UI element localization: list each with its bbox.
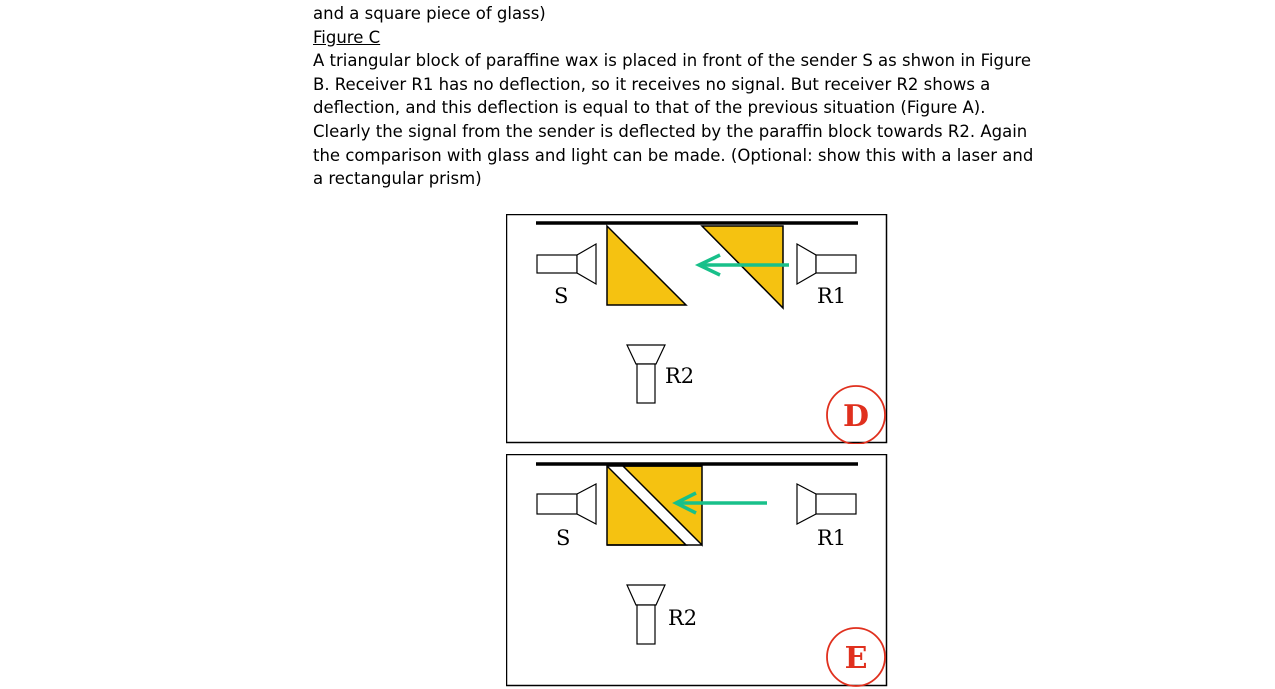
- receiver-r1-label: R1: [817, 284, 846, 308]
- paragraph-line-4: Clearly the signal from the sender is de…: [313, 121, 1028, 141]
- receiver-r2-label: R2: [668, 606, 697, 630]
- paraffin-prism-2: [700, 225, 784, 310]
- receiver-r1-label: R1: [817, 526, 846, 550]
- intro-tail-line: and a square piece of glass): [313, 4, 546, 23]
- receiver-r1-horn-icon: [796, 242, 857, 286]
- paragraph-line-5: the comparison with glass and light can …: [313, 145, 1034, 165]
- panel-letter: E: [845, 641, 868, 676]
- diagram-panel-e: S R1 R2 E: [506, 454, 888, 687]
- diagram-d-svg: S R1 R2 D: [506, 214, 888, 444]
- sender-horn-icon: [536, 483, 597, 525]
- diagram-panel-d: S R1 R2 D: [506, 214, 888, 444]
- receiver-r1-horn-icon: [796, 483, 857, 525]
- signal-arrow-icon: [694, 253, 789, 277]
- signal-arrow-icon: [672, 491, 767, 515]
- paragraph-line-3: deflection, and this deflection is equal…: [313, 98, 986, 118]
- panel-letter-circle: [826, 385, 886, 444]
- figure-heading: Figure C: [313, 27, 381, 47]
- paragraph-line-6: a rectangular prism): [313, 169, 482, 189]
- paragraph-line-1: A triangular block of paraffine wax is p…: [313, 51, 1031, 71]
- receiver-r2-horn-icon: [626, 344, 666, 404]
- paragraph-line-2: B. Receiver R1 has no deflection, so it …: [313, 74, 991, 94]
- receiver-r2-label: R2: [665, 364, 694, 388]
- document-text: and a square piece of glass) Figure C A …: [313, 2, 1083, 191]
- panel-border: [506, 214, 888, 444]
- panel-letter-circle: [826, 627, 886, 687]
- receiver-r2-horn-icon: [626, 584, 666, 645]
- panel-letter: D: [843, 399, 869, 434]
- sender-label: S: [554, 284, 568, 308]
- diagram-e-svg: S R1 R2 E: [506, 454, 888, 687]
- paraffin-prism: [606, 224, 688, 306]
- sender-label: S: [556, 526, 570, 550]
- sender-horn-icon: [536, 242, 597, 286]
